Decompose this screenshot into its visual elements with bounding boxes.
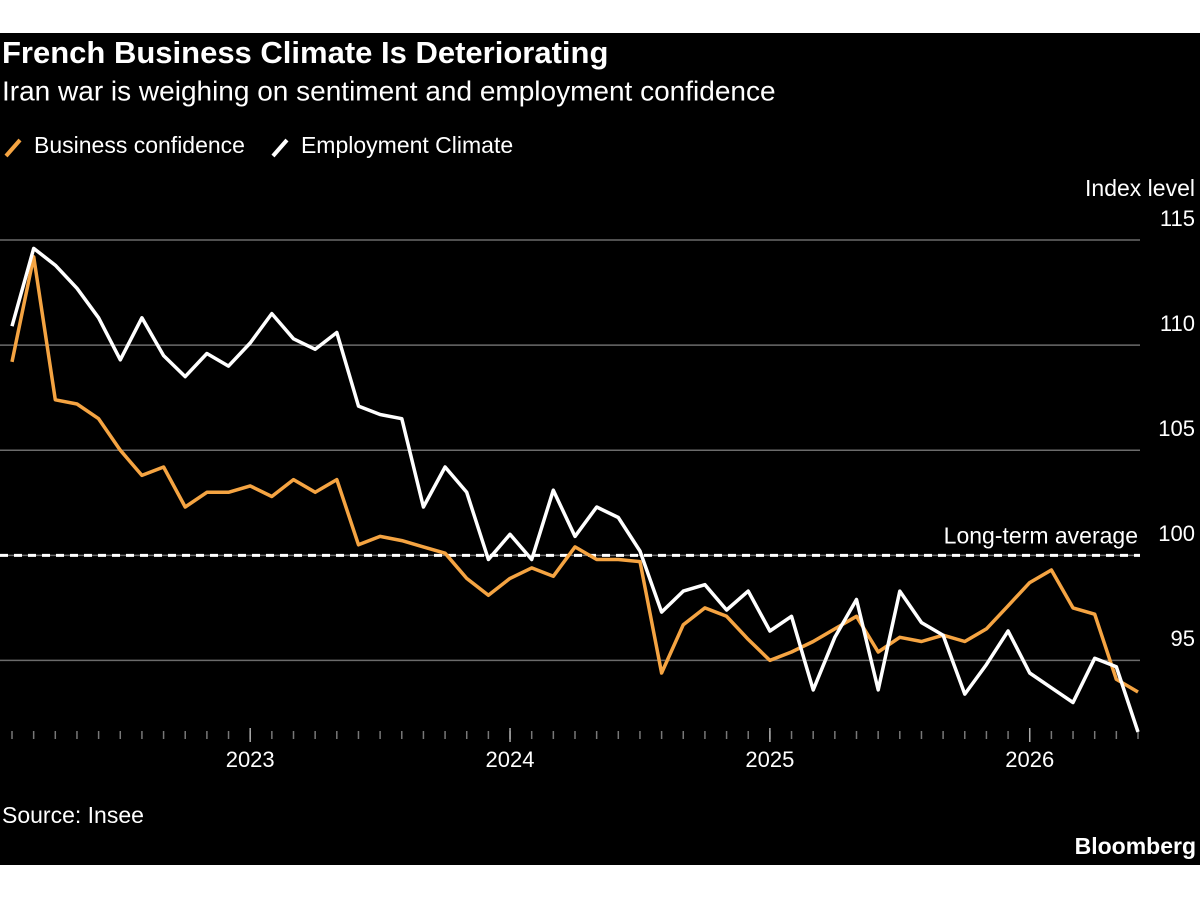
x-tick-label: 2025 [745,747,794,772]
y-axis-label: Index level [1085,175,1195,201]
x-tick-label: 2024 [486,747,535,772]
y-tick-label: 115 [1160,206,1195,231]
series-line [10,246,1140,733]
y-tick-label: 95 [1171,626,1195,651]
chart-subtitle: Iran war is weighing on sentiment and em… [2,75,776,106]
y-tick-label: 105 [1158,416,1195,441]
x-tick-label: 2023 [226,747,275,772]
x-tick-label: 2026 [1005,747,1054,772]
series-line [10,255,1139,694]
source: Source: Insee [2,802,144,828]
background [0,33,1200,865]
legend-swatch [4,138,22,158]
y-tick-label: 110 [1160,311,1195,336]
chart-title: French Business Climate Is Deteriorating [2,35,608,70]
brand: Bloomberg [1075,833,1196,859]
y-tick-label: 100 [1158,521,1195,546]
reference-label: Long-term average [944,522,1138,548]
legend-swatch [271,138,289,158]
legend-label: Business confidence [34,132,245,158]
legend-label: Employment Climate [301,132,513,158]
